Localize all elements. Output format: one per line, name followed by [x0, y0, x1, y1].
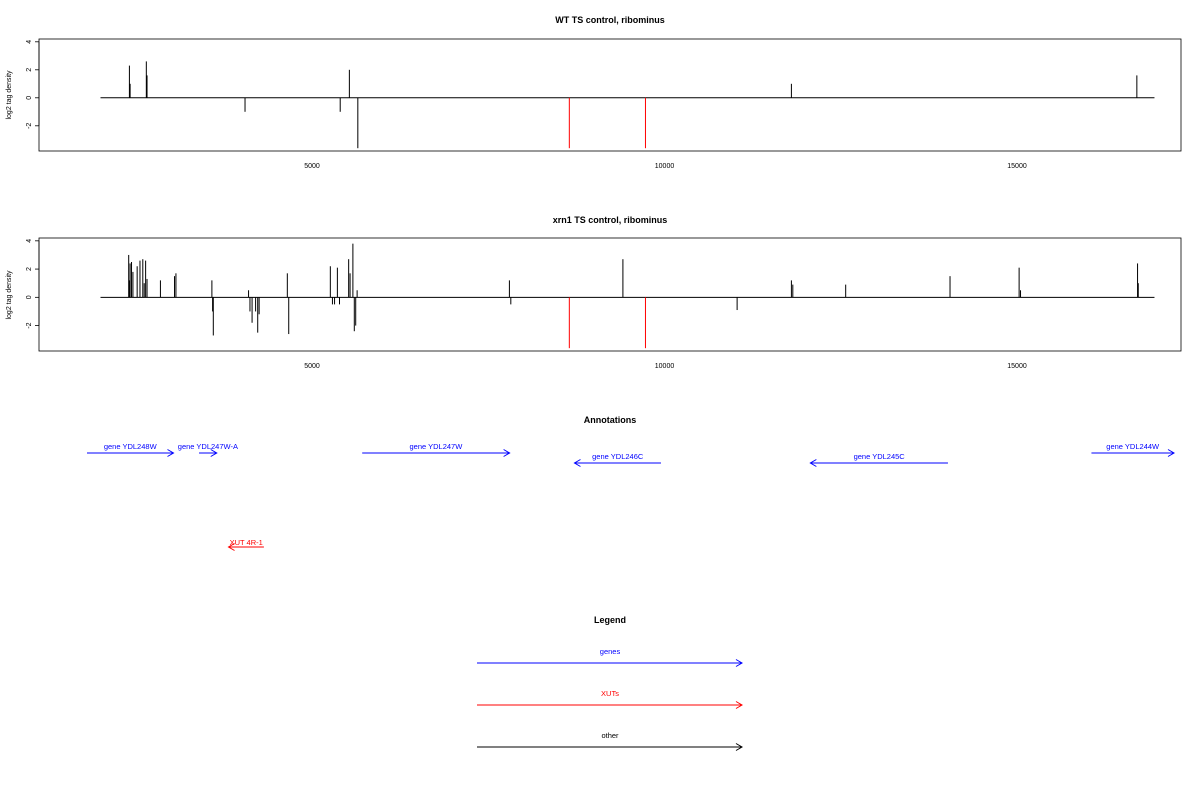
arrow-head — [227, 543, 235, 551]
arrow-label: gene YDL248W — [104, 442, 158, 451]
legend-item: XUTs — [477, 689, 743, 709]
y-tick-label: 2 — [26, 267, 33, 271]
xrn1-panel: xrn1 TS control, ribominus log2 tag dens… — [6, 215, 1182, 370]
gene-arrow: gene YDL247W-A — [178, 442, 238, 457]
annotations-title: Annotations — [584, 415, 637, 425]
x-axis: 5000 10000 15000 — [304, 363, 1027, 370]
x-axis: 5000 10000 15000 — [304, 163, 1027, 170]
arrow-head — [809, 459, 817, 467]
gene-arrow: gene YDL248W — [87, 442, 175, 457]
y-tick-label: 0 — [26, 96, 33, 100]
legend-label: XUTs — [601, 689, 619, 698]
legend-label: genes — [600, 647, 621, 656]
annotations-track: Annotations gene YDL248W gene YDL247W-A ge… — [87, 415, 1175, 551]
y-axis: -2 0 2 4 — [26, 239, 40, 329]
gene-arrow: gene YDL245C — [809, 452, 948, 467]
y-tick-label: -2 — [26, 322, 33, 328]
x-tick-label: 10000 — [655, 363, 675, 370]
legend-title: Legend — [594, 615, 626, 625]
xut-arrow: XUT 4R-1 — [227, 538, 264, 551]
y-tick-label: -2 — [26, 123, 33, 129]
bar-group — [100, 243, 1155, 349]
x-tick-label: 15000 — [1007, 363, 1027, 370]
arrow-head — [735, 701, 743, 709]
x-tick-label: 5000 — [304, 363, 320, 370]
x-tick-label: 15000 — [1007, 163, 1027, 170]
legend: Legend genes XUTs other — [477, 615, 743, 751]
wt-panel: WT TS control, ribominus log2 tag densit… — [6, 15, 1182, 170]
chart-title: xrn1 TS control, ribominus — [553, 215, 668, 225]
y-tick-label: 4 — [26, 40, 33, 44]
arrow-head — [167, 449, 175, 457]
arrow-head — [573, 459, 581, 467]
gene-arrow: gene YDL247W — [362, 442, 511, 457]
y-axis-label: log2 tag density — [6, 70, 13, 120]
legend-label: other — [601, 731, 619, 740]
x-tick-label: 10000 — [655, 163, 675, 170]
gene-arrow: gene YDL244W — [1091, 442, 1175, 457]
arrow-label: gene YDL247W-A — [178, 442, 238, 451]
chart-title: WT TS control, ribominus — [555, 15, 665, 25]
y-tick-label: 4 — [26, 239, 33, 243]
arrow-head — [735, 743, 743, 751]
arrow-label: gene YDL245C — [854, 452, 906, 461]
legend-item: other — [477, 731, 743, 751]
arrow-label: gene YDL247W — [409, 442, 463, 451]
arrow-head — [503, 449, 511, 457]
arrow-head — [210, 449, 218, 457]
bar-group — [100, 61, 1155, 149]
arrow-head — [735, 659, 743, 667]
plot-frame — [38, 237, 1182, 352]
y-axis-label: log2 tag density — [6, 270, 13, 320]
x-tick-label: 5000 — [304, 163, 320, 170]
arrow-label: gene YDL244W — [1106, 442, 1160, 451]
gene-arrow: gene YDL246C — [573, 452, 661, 467]
y-tick-label: 0 — [26, 295, 33, 299]
arrow-label: XUT 4R-1 — [230, 538, 263, 547]
legend-items: genes XUTs other — [477, 647, 743, 751]
legend-item: genes — [477, 647, 743, 667]
annotation-items: gene YDL248W gene YDL247W-A gene YDL247W ge… — [87, 442, 1175, 551]
y-axis: -2 0 2 4 — [26, 40, 40, 129]
plot-frame — [38, 38, 1182, 152]
arrow-head — [1167, 449, 1175, 457]
y-tick-label: 2 — [26, 68, 33, 72]
arrow-label: gene YDL246C — [592, 452, 644, 461]
